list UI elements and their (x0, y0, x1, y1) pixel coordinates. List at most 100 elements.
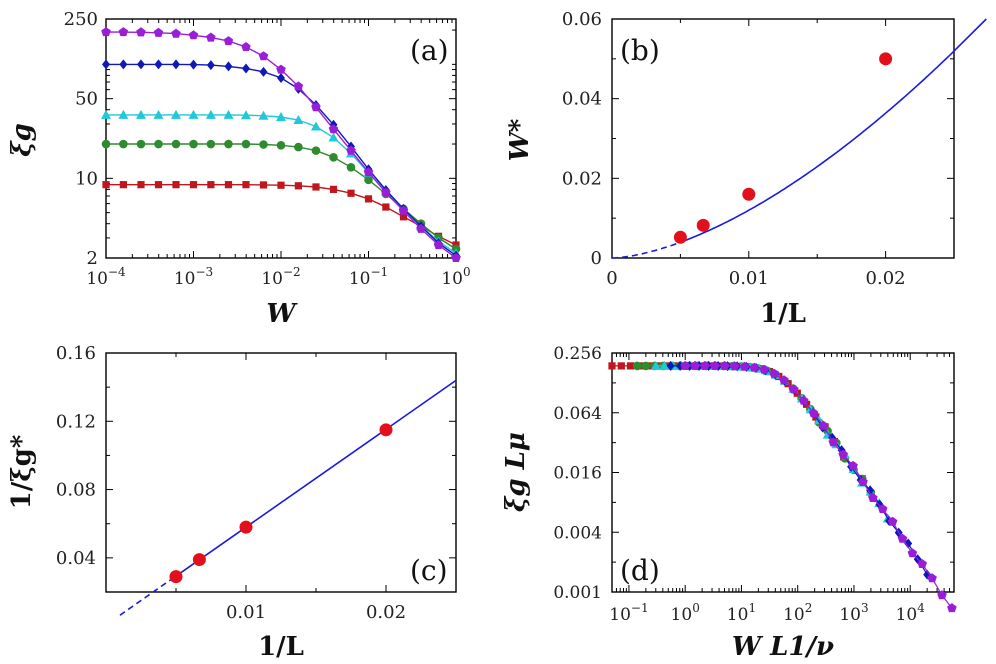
data-point (742, 187, 756, 201)
data-point (347, 189, 355, 197)
data-point (328, 132, 339, 142)
x-tick-label: 10−3 (174, 265, 213, 289)
data-point (632, 361, 642, 371)
data-point (224, 181, 233, 189)
data-point (276, 64, 286, 74)
data-point (189, 59, 198, 70)
data-point (224, 61, 233, 72)
x-tick-label: 0.02 (366, 602, 406, 623)
data-point (153, 109, 164, 119)
data-point (259, 181, 268, 189)
data-point (277, 181, 285, 189)
panel-c-plot: 0.01 0.02 0.04 0.08 0.12 0.16 (56, 343, 457, 623)
y-tick-label: 0.04 (56, 548, 96, 569)
x-tick-label: 0.02 (866, 268, 906, 289)
data-point (650, 360, 661, 370)
data-point (188, 109, 199, 119)
y-tick-label: 2 (87, 248, 98, 269)
data-point (206, 32, 216, 42)
y-tick-label: 0.08 (56, 480, 96, 501)
data-point (136, 139, 146, 149)
panel-b-plot: 0 0.01 0.02 0 0.02 0.04 0.06 (562, 9, 987, 289)
data-point (171, 109, 182, 119)
data-point (205, 109, 216, 119)
data-point (927, 573, 937, 583)
x-tick-label: 102 (783, 601, 812, 625)
data-point (192, 553, 206, 567)
data-point (154, 181, 163, 189)
data-point (879, 52, 893, 66)
y-tick-label: 250 (64, 9, 98, 30)
data-point (451, 253, 461, 262)
series-line (106, 143, 457, 250)
y-tick-label: 0.04 (562, 89, 602, 110)
data-point (118, 109, 129, 119)
panel-d-plot: 10−1 100 101 102 103 104 0.256 0.064 0.016 0.004 0… (553, 344, 957, 625)
data-point (729, 361, 740, 371)
data-point (626, 362, 635, 370)
data-point (224, 139, 233, 149)
data-point (240, 110, 251, 120)
data-point (293, 81, 304, 91)
x-tick-label: 0 (606, 268, 617, 289)
x-tick-label: 104 (896, 601, 926, 625)
y-tick-label: 0.06 (562, 9, 602, 30)
y-tick-label: 50 (75, 89, 98, 110)
data-point (398, 205, 409, 215)
data-point (719, 361, 730, 370)
data-point (294, 182, 302, 190)
panel-a-plot: 10−4 10−3 10−2 10−1 100 250 50 10 2 (64, 9, 471, 289)
panel-c-label: (c) (410, 554, 448, 587)
panel-a-ylabel: ξg (7, 123, 37, 157)
data-point (641, 361, 651, 371)
panel-a-xlabel: W (266, 299, 298, 329)
data-point (258, 110, 269, 120)
data-point (868, 493, 878, 502)
data-point (206, 139, 216, 149)
data-point (364, 175, 373, 185)
series-line (106, 63, 457, 257)
data-point (189, 181, 198, 189)
panel-a-frame (105, 18, 457, 259)
data-point (897, 533, 908, 543)
y-tick-label: 0.12 (56, 411, 96, 432)
data-point (696, 218, 710, 232)
data-point (277, 72, 285, 83)
data-point (171, 28, 181, 38)
panel-c-ylabel: 1/ξg* (7, 434, 37, 509)
data-point (673, 230, 687, 244)
data-point (189, 139, 198, 149)
data-point (241, 42, 251, 51)
fit-line-dashed (119, 575, 177, 616)
data-point (710, 360, 720, 370)
x-tick-label: 103 (839, 601, 868, 625)
data-point (172, 59, 181, 70)
data-point (171, 139, 181, 149)
fit-line (680, 18, 987, 243)
series-line (685, 365, 953, 609)
data-point (789, 384, 799, 394)
data-point (346, 145, 356, 155)
data-point (223, 36, 234, 46)
data-point (907, 548, 918, 558)
panel-a-label: (a) (410, 34, 449, 67)
data-point (241, 139, 251, 149)
panel-b-ylabel: W* (505, 118, 535, 161)
panel-d-xlabel: W L1/ν (732, 632, 834, 662)
data-point (798, 395, 809, 405)
data-point (659, 360, 670, 370)
data-point (259, 140, 268, 149)
x-tick-label: 100 (671, 601, 700, 625)
x-tick-label: 0.01 (226, 602, 266, 623)
x-tick-label: 101 (727, 601, 756, 625)
data-point (206, 60, 215, 71)
x-tick-label: 10−1 (349, 265, 388, 289)
data-point (258, 51, 269, 61)
data-point (749, 362, 760, 372)
data-point (119, 139, 128, 149)
data-point (276, 112, 286, 122)
data-point (828, 437, 839, 447)
panel-c-frame (105, 352, 457, 593)
data-point (818, 420, 829, 430)
